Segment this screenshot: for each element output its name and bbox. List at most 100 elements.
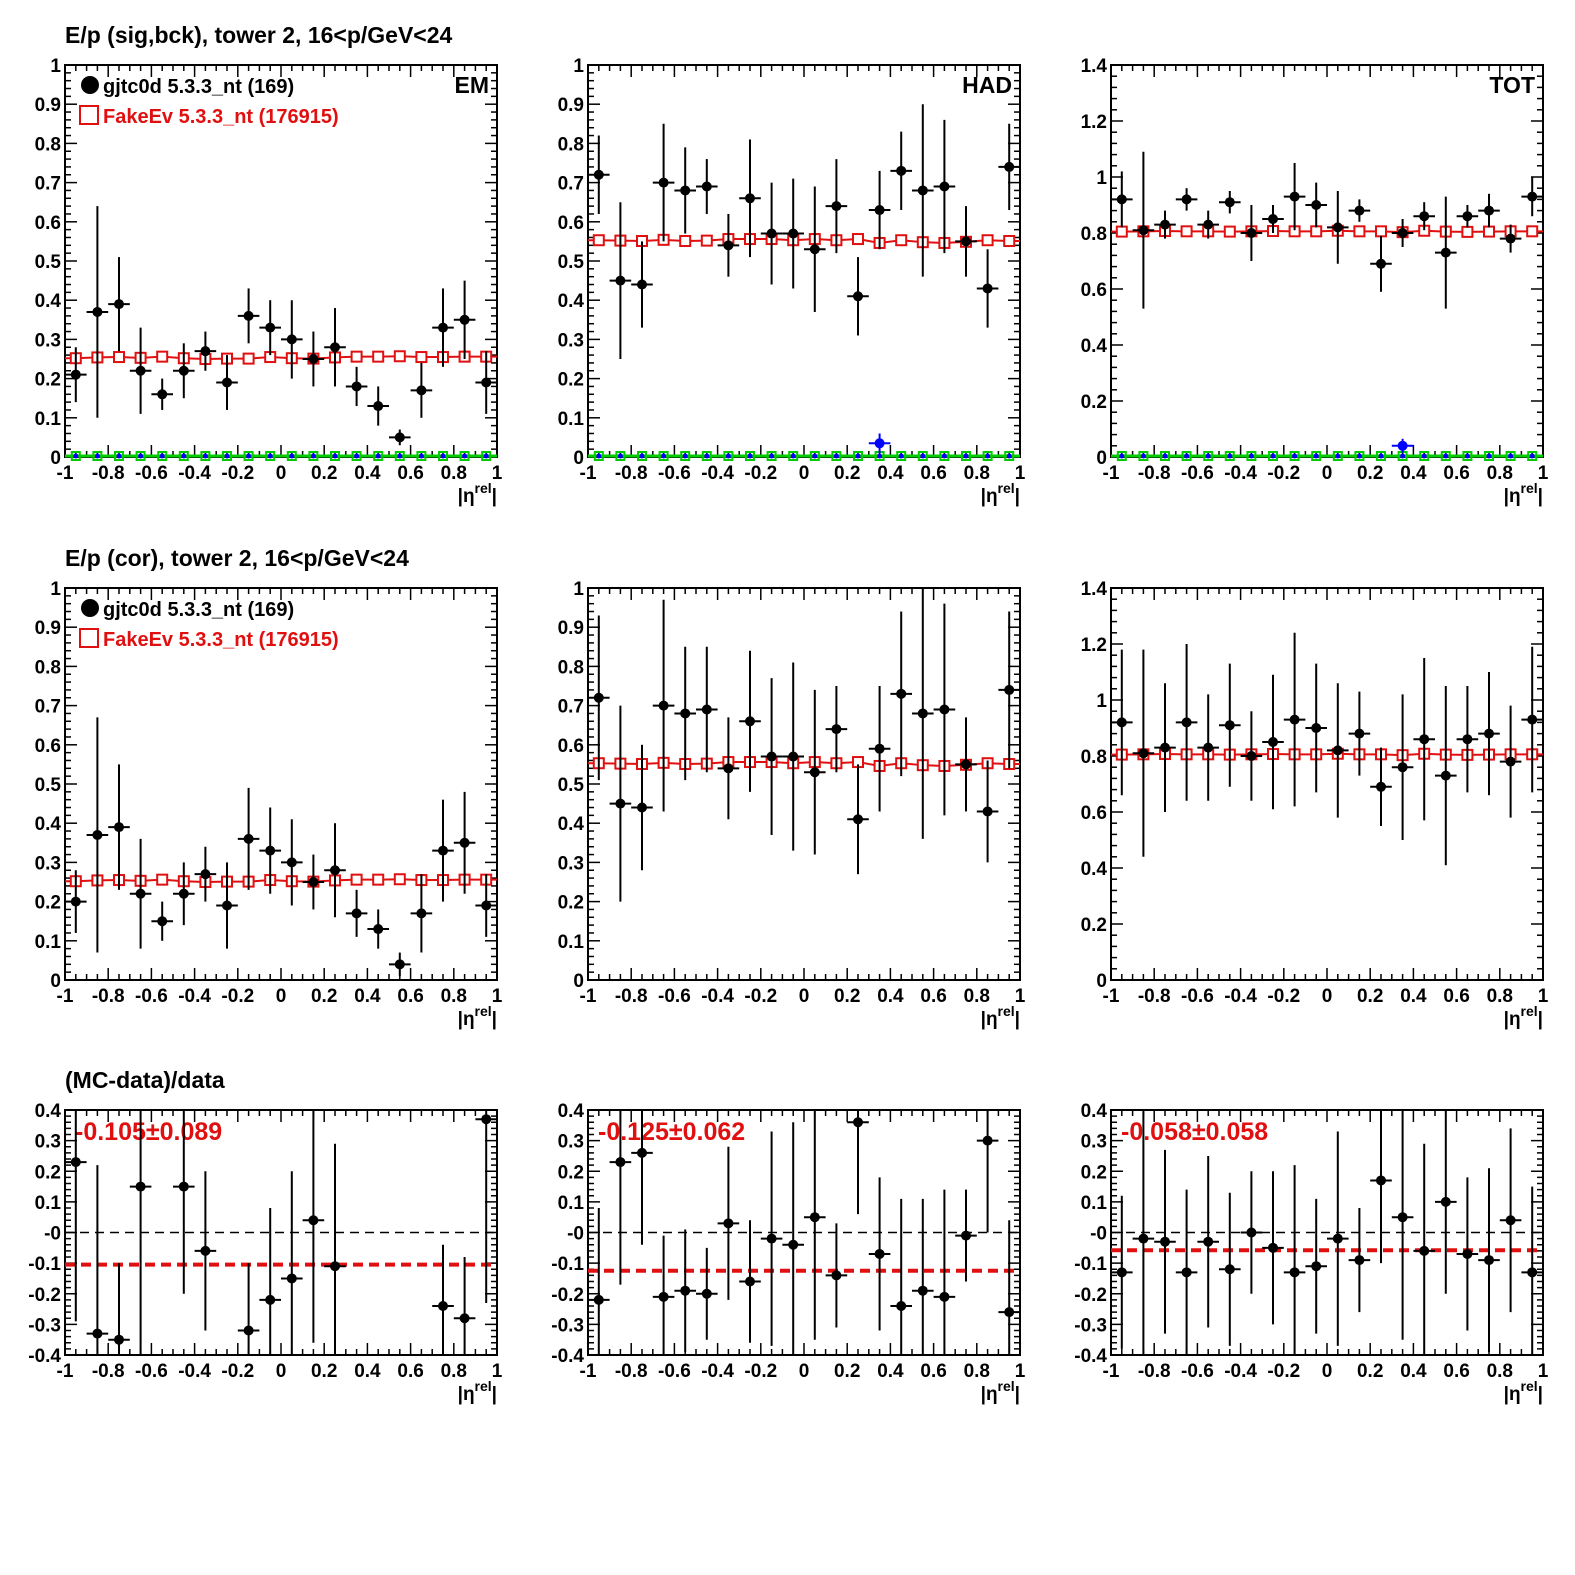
y-tick-label: 0.5	[558, 252, 585, 273]
data-marker	[265, 322, 276, 333]
data-marker	[917, 185, 928, 196]
legend-mc-marker	[79, 105, 99, 125]
mc-line	[65, 878, 497, 884]
y-tick-label: 0.4	[1081, 1101, 1108, 1122]
y-tick-label: 0.7	[35, 174, 61, 195]
data-marker	[1527, 714, 1538, 725]
zero-marker	[1354, 451, 1365, 461]
data-marker	[416, 385, 427, 396]
y-tick-label: -0.4	[551, 1346, 584, 1367]
y-tick-label: 1	[1096, 691, 1107, 712]
zero-marker	[1289, 451, 1300, 461]
y-tick-label: -0.3	[551, 1315, 584, 1336]
x-tick-label: -1	[580, 986, 597, 1007]
zero-blue-marker	[332, 453, 338, 459]
panel-had-ratio: -1 -0.8 -0.6 -0.4 -0.2 0 0.2 0.4 0.6 0.8 1|ηrel| -0…	[551, 1101, 1025, 1405]
y-tick-label: 0.6	[1081, 280, 1107, 301]
data-marker	[788, 751, 799, 762]
y-tick-label: 1.2	[1081, 635, 1107, 656]
x-tick-label: -1	[580, 1361, 597, 1382]
zero-marker	[200, 451, 211, 461]
x-tick-label: -1	[1103, 463, 1120, 484]
x-tick-label: -0.2	[744, 1361, 777, 1382]
x-tick-label: 0.4	[877, 463, 904, 484]
data-marker	[286, 857, 297, 868]
data-marker	[853, 291, 863, 302]
x-tick-label: -0.6	[135, 1361, 168, 1382]
zero-marker	[1138, 451, 1149, 461]
x-tick-label: 1	[1538, 463, 1549, 484]
zero-marker	[1484, 451, 1494, 461]
zero-blue-marker	[941, 453, 947, 459]
y-tick-label: 0.3	[1081, 1132, 1107, 1153]
x-tick-label: 0	[799, 1361, 810, 1382]
data-marker	[1268, 737, 1278, 747]
mc-marker	[679, 235, 692, 248]
panel-em-corrected: -1 -0.8 -0.6 -0.4 -0.2 0 0.2 0.4 0.6 0.8 1|ηrel|00…	[35, 579, 503, 1030]
data-marker	[265, 845, 276, 856]
y-tick-label: 0.6	[558, 213, 584, 234]
data-marker	[222, 377, 232, 388]
zero-blue-marker	[790, 453, 796, 459]
x-tick-label: 0	[799, 986, 810, 1007]
mc-marker	[372, 873, 385, 886]
mc-marker	[113, 351, 125, 364]
zero-marker	[481, 451, 492, 461]
mc-marker	[1526, 225, 1539, 238]
data-marker	[243, 833, 254, 844]
zero-blue-marker	[1205, 453, 1211, 459]
data-marker	[243, 1325, 254, 1336]
data-marker	[1484, 728, 1494, 739]
mc-marker	[156, 873, 169, 886]
x-tick-label: 0.6	[1443, 986, 1469, 1007]
y-tick-label: 0.4	[35, 814, 62, 835]
zero-blue-marker	[289, 453, 295, 459]
x-tick-label: -1	[1103, 1361, 1120, 1382]
data-marker	[939, 1291, 950, 1302]
data-marker	[874, 1248, 885, 1259]
data-marker	[766, 751, 777, 762]
zero-blue-marker	[1335, 453, 1341, 459]
data-marker	[1289, 1267, 1300, 1278]
x-tick-label: 0.4	[1400, 986, 1427, 1007]
data-marker	[1268, 214, 1278, 224]
zero-marker	[788, 451, 799, 461]
data-marker	[1004, 161, 1015, 172]
zero-blue-marker	[1162, 453, 1168, 459]
data-marker	[1397, 228, 1408, 238]
data-marker	[593, 1294, 604, 1305]
mc-marker	[1310, 225, 1323, 238]
zero-blue-marker	[661, 453, 667, 459]
x-tick-label: 0.4	[354, 1361, 381, 1382]
y-tick-label: 0	[50, 971, 61, 992]
legend-data-marker	[81, 599, 99, 617]
data-marker	[853, 1117, 863, 1128]
data-marker	[1311, 200, 1322, 210]
blue-point	[868, 433, 891, 454]
x-tick-label: -0.2	[221, 1361, 254, 1382]
y-tick-label: 1.4	[1081, 579, 1108, 600]
data-marker	[1224, 197, 1235, 208]
y-tick-label: 1.2	[1081, 112, 1107, 133]
data-marker	[373, 401, 384, 412]
data-marker	[939, 704, 950, 715]
panel-em: -1 -0.8 -0.6 -0.4 -0.2 0 0.2 0.4 0.6 0.8 1|ηrel|00…	[35, 56, 503, 507]
x-tick-label: -0.8	[615, 463, 648, 484]
x-tick-label: -1	[57, 1361, 74, 1382]
data-marker	[831, 724, 842, 735]
data-marker	[1376, 781, 1386, 792]
zero-blue-marker	[1486, 453, 1492, 459]
x-tick-label: -0.4	[1224, 1361, 1257, 1382]
zero-blue-marker	[920, 453, 926, 459]
y-tick-label: 0.8	[1081, 224, 1107, 245]
x-tick-label: 0.4	[354, 463, 381, 484]
series-data	[1111, 1110, 1543, 1355]
data-marker	[157, 916, 168, 927]
data-marker	[896, 688, 907, 699]
x-tick-label: -0.4	[701, 463, 734, 484]
y-tick-label: 0.3	[35, 330, 61, 351]
data-marker	[157, 389, 168, 400]
x-tick-label: -0.4	[1224, 986, 1257, 1007]
legend: gjtc0d 5.3.3_nt (169) FakeEv 5.3.3_nt (17…	[79, 76, 339, 128]
legend-mc-marker	[79, 628, 99, 648]
